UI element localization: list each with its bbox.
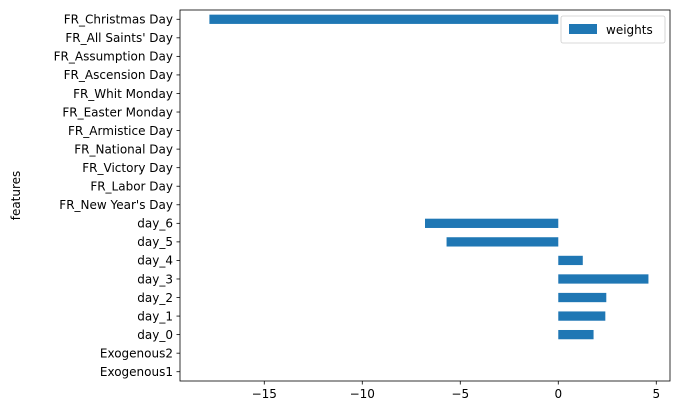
y-tick-label: Exogenous1 [100,365,173,379]
y-axis: FR_Christmas Day FR_All Saints' Day FR_Ass… [54,13,180,379]
x-tick-label: −10 [350,387,375,401]
y-tick-label: FR_All Saints' Day [65,31,173,45]
bar [558,329,594,340]
y-tick-label: FR_Ascension Day [64,68,173,82]
y-tick-label: day_5 [137,235,173,249]
x-tick-label: 0 [554,387,562,401]
x-tick-label: −5 [451,387,469,401]
y-tick-label: FR_Easter Monday [62,105,173,119]
bar [558,292,607,303]
legend-box [560,15,666,44]
y-tick-label: FR_Victory Day [82,161,173,175]
y-tick-label: FR_Christmas Day [64,13,173,27]
bar [446,237,559,247]
bar [558,274,649,284]
bar [558,255,583,266]
legend-label: weights [606,23,653,37]
y-tick-label: day_2 [137,291,173,305]
x-tick-label: 5 [652,387,660,401]
y-tick-label: FR_New Year's Day [59,198,173,212]
x-tick-label: −15 [252,387,277,401]
plot-frame [179,9,671,382]
legend-swatch [569,24,597,34]
y-tick-label: day_6 [137,217,173,231]
y-tick-label: Exogenous2 [100,346,173,360]
bars-group [209,14,649,340]
y-tick-label: FR_Whit Monday [73,87,173,101]
bar [425,218,559,228]
y-tick-label: day_3 [137,272,173,286]
y-tick-label: FR_Armistice Day [68,124,173,138]
y-tick-label: FR_Assumption Day [54,50,173,64]
bar [558,311,606,321]
bar [209,14,559,24]
y-axis-label: features [9,171,23,221]
y-tick-label: FR_Labor Day [90,180,173,194]
y-tick-label: day_1 [137,309,173,323]
y-tick-label: FR_National Day [74,142,173,156]
y-tick-label: day_4 [137,254,173,268]
legend: weights [560,15,666,44]
y-tick-label: day_0 [137,328,173,342]
x-axis: −15 −10 −5 0 5 [252,381,660,401]
